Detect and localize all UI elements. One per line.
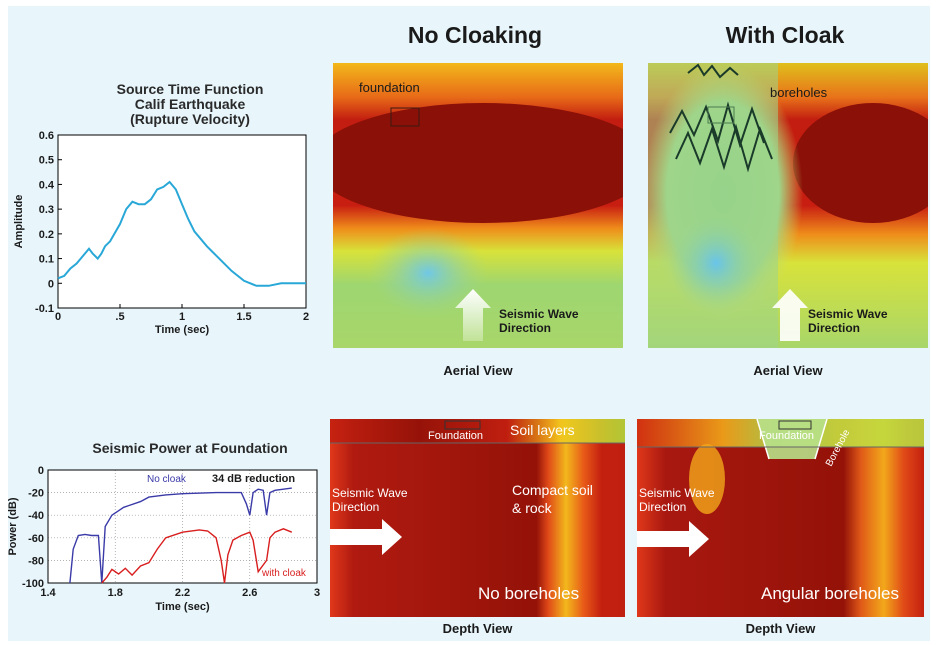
seismic-wave-depth-label-cloak: Seismic Wave [639, 486, 715, 500]
no-cloak-series-label: No cloak [147, 474, 187, 485]
y-tick-label: 0.5 [39, 155, 54, 167]
y-tick-label: 0.6 [39, 130, 54, 142]
source-time-title-line-2: Calif Earthquake [134, 96, 246, 112]
y-tick-label: -0.1 [35, 303, 54, 315]
x-tick-label: 3 [314, 587, 320, 599]
y-tick-label: 0.2 [39, 229, 54, 241]
x-tick-label: 2 [303, 311, 309, 323]
x-tick-label: 1.4 [40, 587, 56, 599]
y-tick-label: -100 [22, 578, 44, 590]
angular-boreholes-label: Angular boreholes [761, 584, 899, 603]
and-rock-label: & rock [512, 500, 553, 516]
heading-with-cloak: With Cloak [725, 22, 845, 48]
x-tick-label: 1.8 [108, 587, 123, 599]
no-cloak-line [69, 487, 292, 584]
compact-soil-label: Compact soil [512, 482, 593, 498]
direction-depth-label-cloak: Direction [639, 500, 686, 514]
foundation-label: foundation [359, 80, 420, 95]
y-tick-label: 0.1 [39, 254, 54, 266]
x-tick-label: 2.2 [175, 587, 190, 599]
y-tick-label: 0 [48, 278, 54, 290]
caption-depth-view-left: Depth View [442, 621, 513, 636]
x-tick-label: 1 [179, 311, 185, 323]
seismic-wave-label: Seismic Wave [499, 307, 579, 321]
y-tick-label: -20 [28, 488, 44, 500]
no-boreholes-label: No boreholes [478, 584, 579, 603]
reduction-annotation: 34 dB reduction [212, 473, 295, 485]
source-time-title-line-3: (Rupture Velocity) [130, 111, 250, 127]
foundation-cap-right: Foundation [759, 430, 814, 442]
boreholes-label: boreholes [770, 85, 828, 100]
x-axis-label: Time (sec) [155, 324, 210, 336]
seismic-wave-depth-label: Seismic Wave [332, 486, 408, 500]
y-tick-label: -40 [28, 510, 44, 522]
caption-aerial-view-left: Aerial View [443, 363, 513, 378]
y-axis-label: Amplitude [13, 195, 25, 249]
amplitude-line [57, 180, 306, 287]
x-tick-label: 1.5 [236, 311, 251, 323]
x-tick-label: 2.6 [242, 587, 257, 599]
seismic-wave-label-cloak: Seismic Wave [808, 307, 888, 321]
soil-layers-label: Soil layers [510, 422, 575, 438]
aerial-view-no-cloak-map: foundation Seismic Wave Direction [333, 63, 623, 348]
x-tick-label: 0 [55, 311, 61, 323]
y-tick-label: 0 [38, 465, 44, 477]
direction-depth-label: Direction [332, 500, 379, 514]
seismic-power-chart-title: Seismic Power at Foundation [92, 440, 288, 456]
direction-label-cloak: Direction [808, 321, 860, 335]
source-time-chart-title: Source Time Function Calif Earthquake (R… [40, 82, 340, 127]
depth-view-no-cloak-map: Foundation Soil layers Seismic Wave Dire… [330, 419, 625, 617]
foundation-cap-left: Foundation [428, 430, 483, 442]
y-tick-label: 0.4 [39, 179, 55, 191]
heading-no-cloaking: No Cloaking [407, 22, 543, 48]
direction-label: Direction [499, 321, 551, 335]
plot-frame [47, 469, 318, 584]
y-tick-label: -60 [28, 533, 44, 545]
source-time-title-line-1: Source Time Function [116, 81, 264, 97]
y-tick-label: 0.3 [39, 204, 54, 216]
seismic-power-chart: 1.4 1.8 2.2 2.6 3 0 -20 -40 -60 -80 -100 Time (sec)… [7, 465, 320, 613]
caption-aerial-view-right: Aerial View [753, 363, 823, 378]
y-axis-label: Power (dB) [7, 497, 19, 555]
plot-frame [57, 134, 307, 309]
x-axis-label: Time (sec) [155, 601, 210, 613]
aerial-view-with-cloak-map: boreholes Seismic Wave Direction [648, 63, 928, 348]
with-cloak-line [101, 528, 293, 584]
depth-view-with-cloak-map: Foundation Borehole Seismic Wave Directi… [637, 419, 924, 617]
with-cloak-series-label: with cloak [261, 568, 307, 579]
x-tick-label: .5 [115, 311, 124, 323]
y-tick-label: -80 [28, 555, 44, 567]
caption-depth-view-right: Depth View [745, 621, 816, 636]
